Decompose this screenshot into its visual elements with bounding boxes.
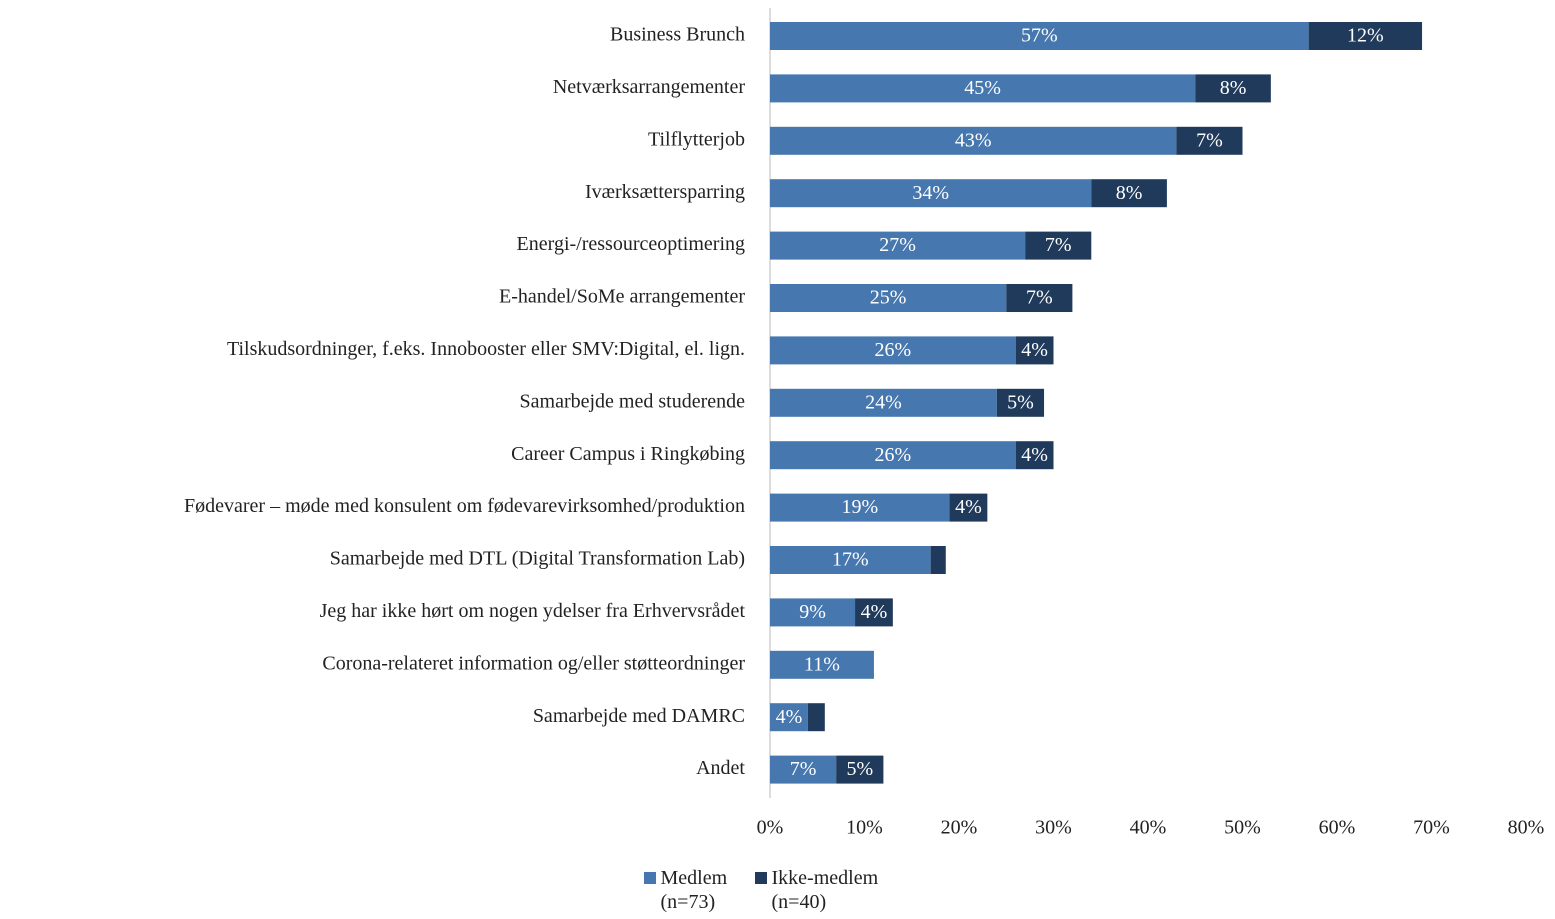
legend-label: Ikke-medlem (n=40) [771, 867, 879, 913]
data-label: 45% [964, 77, 1001, 99]
x-tick-label: 30% [1035, 817, 1072, 839]
x-tick-label: 20% [941, 817, 978, 839]
data-label: 8% [1116, 182, 1143, 204]
category-label: Fødevarer – møde med konsulent om fødeva… [184, 495, 745, 517]
data-label: 12% [1347, 25, 1384, 47]
bar-segment [1176, 126, 1243, 155]
data-label: 57% [1021, 25, 1058, 47]
category-label: Netværksarrangementer [553, 76, 745, 98]
legend: Medlem (n=73) Ikke-medlem (n=40) [0, 866, 1555, 914]
legend-label: Medlem (n=73) [660, 867, 728, 913]
data-label: 8% [1220, 77, 1247, 99]
bar-segment [770, 546, 931, 574]
category-label: Samarbejde med DTL (Digital Transformati… [330, 548, 745, 570]
bar-segment [1308, 22, 1423, 50]
category-label: E-handel/SoMe arrangementer [499, 286, 745, 308]
data-label: 27% [879, 234, 916, 256]
data-label: 43% [955, 129, 992, 151]
category-label: Jeg har ikke hørt om nogen ydelser fra E… [320, 600, 746, 622]
data-label: 17% [832, 549, 869, 571]
data-label: 19% [841, 496, 878, 518]
bar-segment [770, 231, 1026, 260]
bar-segment [770, 388, 997, 417]
data-label: 4% [861, 601, 888, 623]
data-label: 25% [870, 287, 907, 309]
bar-segment [1006, 284, 1073, 312]
category-label: Tilflytterjob [648, 128, 745, 150]
category-label: Corona-relateret information og/eller st… [322, 652, 745, 674]
data-label: 5% [1007, 391, 1034, 413]
category-label: Energi-/ressourceoptimering [517, 233, 745, 255]
category-label: Samarbejde med DAMRC [533, 705, 745, 727]
bar-segment [1015, 336, 1054, 365]
bar-segment [930, 546, 946, 574]
legend-item: Medlem (n=73) [643, 866, 741, 914]
data-label: 11% [804, 653, 840, 675]
legend-item: Ikke-medlem (n=40) [754, 866, 912, 914]
x-tick-label: 60% [1319, 817, 1356, 839]
x-tick-label: 50% [1224, 817, 1261, 839]
data-label: 5% [846, 758, 873, 780]
data-label: 26% [875, 444, 912, 466]
data-label: 7% [1045, 234, 1072, 256]
data-label: 7% [1026, 287, 1053, 309]
bar-segment [836, 755, 884, 784]
category-label: Andet [696, 757, 745, 779]
data-label: 7% [1196, 129, 1223, 151]
data-label: 4% [955, 496, 982, 518]
bar-segment [1091, 179, 1167, 208]
data-label: 26% [875, 339, 912, 361]
x-tick-label: 80% [1508, 817, 1545, 839]
bar-segment [770, 22, 1309, 50]
legend-swatch [754, 872, 767, 884]
bar-segment [996, 388, 1045, 417]
category-label: Tilskudsordninger, f.eks. Innobooster el… [227, 338, 745, 360]
bar-segment [770, 126, 1177, 155]
bar-segment [949, 493, 988, 522]
x-tick-label: 40% [1130, 817, 1167, 839]
x-tick-label: 0% [757, 817, 784, 839]
x-tick-label: 10% [846, 817, 883, 839]
category-label: Career Campus i Ringkøbing [511, 443, 745, 465]
bar-segment [1195, 74, 1271, 103]
bar-segment [770, 284, 1007, 312]
bar-segment [770, 650, 874, 679]
bar-segment [770, 703, 808, 732]
bar-segment [1015, 441, 1054, 470]
data-label: 9% [799, 601, 826, 623]
data-label: 7% [790, 758, 817, 780]
data-label: 34% [912, 182, 949, 204]
bar-segment [1025, 231, 1092, 260]
category-label: Business Brunch [610, 24, 745, 46]
bar-segment [770, 493, 950, 522]
bar-segment [855, 598, 893, 627]
bar-segment [807, 703, 825, 732]
category-label: Iværksættersparring [585, 181, 745, 203]
bar-segment [770, 441, 1016, 470]
data-label: 24% [865, 391, 902, 413]
bar-segment [770, 74, 1196, 103]
data-label: 4% [1021, 444, 1048, 466]
chart: 0% 10% 20% 30% 40% 50% 60% 70% 80% Business Brunc… [184, 8, 1545, 839]
legend-swatch [643, 872, 656, 884]
category-label: Samarbejde med studerende [520, 390, 746, 412]
bar-segment [770, 755, 837, 784]
data-label: 4% [1021, 339, 1048, 361]
data-label: 4% [776, 706, 803, 728]
bar-segment [770, 179, 1092, 208]
bar-segment [770, 336, 1016, 365]
x-tick-label: 70% [1413, 817, 1450, 839]
bar-segment [770, 598, 856, 627]
